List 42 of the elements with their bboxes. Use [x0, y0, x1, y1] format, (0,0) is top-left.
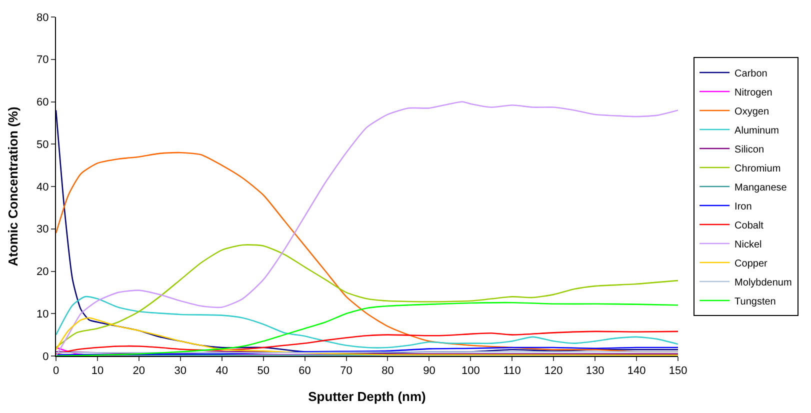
legend-label: Carbon: [734, 68, 768, 80]
x-tick-label: 140: [627, 365, 646, 378]
legend-label: Manganese: [734, 182, 788, 194]
x-tick-label: 150: [668, 365, 688, 378]
x-tick-label: 60: [298, 365, 311, 378]
y-tick-label: 80: [36, 12, 49, 24]
legend-label: Tungsten: [734, 296, 776, 308]
y-tick-label: 10: [36, 308, 49, 320]
x-tick-label: 130: [586, 365, 604, 378]
legend-label: Chromium: [734, 163, 781, 174]
y-tick-label: 0: [42, 350, 49, 363]
x-axis-title: Sputter Depth (nm): [308, 388, 426, 404]
y-tick-label: 70: [36, 54, 49, 66]
x-tick-label: 70: [340, 365, 352, 378]
legend-label: Iron: [734, 201, 752, 212]
x-tick-label: 40: [216, 365, 228, 378]
y-tick-label: 60: [36, 96, 49, 109]
y-tick-label: 50: [36, 138, 49, 151]
legend-label: Nickel: [734, 239, 762, 250]
y-tick-label: 40: [36, 181, 49, 194]
legend-label: Aluminum: [734, 125, 780, 136]
y-tick-label: 20: [36, 266, 49, 278]
line-series: [56, 296, 678, 348]
x-tick-label: 90: [423, 365, 436, 378]
legend-label: Silicon: [734, 144, 764, 156]
legend-label: Copper: [734, 258, 768, 270]
x-tick-label: 10: [91, 365, 104, 378]
x-tick-label: 120: [544, 365, 563, 378]
legend-label: Oxygen: [734, 106, 770, 118]
legend-label: Molybdenum: [734, 277, 792, 288]
legend-label: Cobalt: [734, 220, 764, 232]
x-tick-label: 20: [132, 365, 146, 378]
x-tick-label: 30: [174, 365, 187, 378]
x-tick-label: 110: [503, 365, 521, 378]
x-tick-label: 100: [461, 365, 480, 378]
y-tick-label: 30: [36, 224, 49, 236]
x-tick-label: 80: [382, 365, 394, 378]
legend-label: Nitrogen: [734, 87, 772, 98]
y-axis-title: Atomic Concentration (%): [6, 106, 20, 266]
line-series: [56, 244, 678, 348]
x-tick-label: 50: [257, 365, 270, 378]
x-tick-label: 0: [52, 365, 60, 378]
